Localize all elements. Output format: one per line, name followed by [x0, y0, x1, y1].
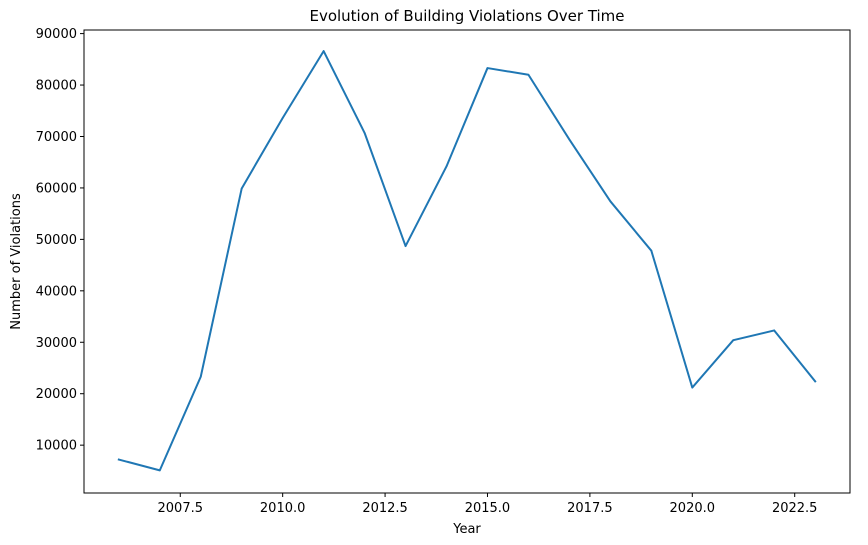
y-tick-label: 70000: [36, 130, 77, 145]
x-tick-label: 2017.5: [567, 501, 613, 516]
data-point: [773, 329, 776, 332]
y-tick-label: 80000: [36, 79, 77, 94]
data-point: [281, 117, 284, 119]
plot-area: [83, 29, 851, 494]
series-layer: [117, 50, 817, 472]
y-tick-label: 30000: [36, 336, 77, 351]
data-point: [404, 245, 407, 247]
y-tick-label: 50000: [36, 233, 77, 248]
y-tick-label: 40000: [36, 284, 77, 299]
x-axis: 2007.5 2010.0 2012.5 2015.0 2017.5 2020.0 2022…: [158, 493, 818, 516]
chart-title: Evolution of Building Violations Over Ti…: [309, 7, 624, 25]
y-tick-label: 90000: [36, 27, 77, 42]
data-point: [158, 469, 161, 472]
data-point: [527, 73, 530, 76]
data-point: [650, 249, 653, 252]
data-point: [814, 380, 816, 383]
data-point: [363, 132, 366, 134]
x-axis-label: Year: [452, 522, 481, 537]
y-axis: 10000 20000 30000 40000 50000 60000 70000 80000…: [36, 27, 84, 454]
data-point: [732, 339, 735, 342]
x-tick-label: 2020.0: [670, 501, 716, 516]
data-point: [322, 50, 325, 52]
data-point: [568, 138, 571, 141]
series-line: [117, 50, 817, 472]
x-tick-label: 2015.0: [465, 501, 511, 516]
y-tick-label: 60000: [36, 181, 77, 196]
data-point: [691, 386, 694, 389]
data-point: [118, 458, 120, 461]
data-point: [609, 200, 612, 203]
data-point: [486, 67, 489, 69]
x-tick-label: 2012.5: [362, 501, 408, 516]
y-tick-label: 10000: [36, 439, 77, 454]
x-tick-label: 2007.5: [158, 501, 204, 516]
x-tick-label: 2010.0: [260, 501, 306, 516]
y-tick-label: 20000: [36, 387, 77, 402]
data-point: [240, 187, 243, 190]
x-tick-label: 2022.5: [772, 501, 818, 516]
data-point: [199, 375, 202, 378]
y-axis-label: Number of Violations: [9, 193, 24, 330]
data-point: [445, 165, 448, 168]
